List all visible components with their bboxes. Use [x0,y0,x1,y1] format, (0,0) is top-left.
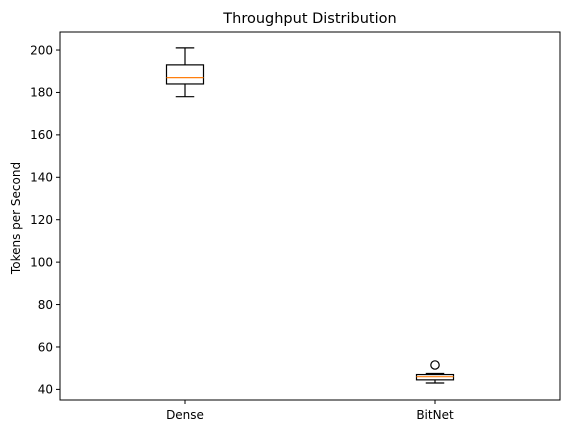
y-axis-title: Tokens per Second [9,162,23,275]
plot-area-frame [59,31,561,401]
box-group-bitnet [415,360,455,384]
x-tick-label-dense: Dense [166,408,204,422]
y-tick-label-160: 160 [30,128,53,142]
y-tick-label-200: 200 [30,43,53,57]
y-tick-label-100: 100 [30,255,53,269]
y-tick-label-60: 60 [38,340,53,354]
y-tick-label-180: 180 [30,86,53,100]
x-tick-label-bitnet: BitNet [416,408,454,422]
box-group-dense [165,47,205,98]
outlier-point [430,360,440,370]
y-tick-label-40: 40 [38,383,53,397]
plot-marks [165,47,455,384]
y-tick-label-120: 120 [30,213,53,227]
axis-ticks: Dense BitNet 40 60 80 100 120 140 160 180 200 [30,43,454,422]
y-tick-label-80: 80 [38,298,53,312]
iqr-box [165,64,205,85]
chart-title: Throughput Distribution [222,11,396,27]
y-tick-label-140: 140 [30,171,53,185]
